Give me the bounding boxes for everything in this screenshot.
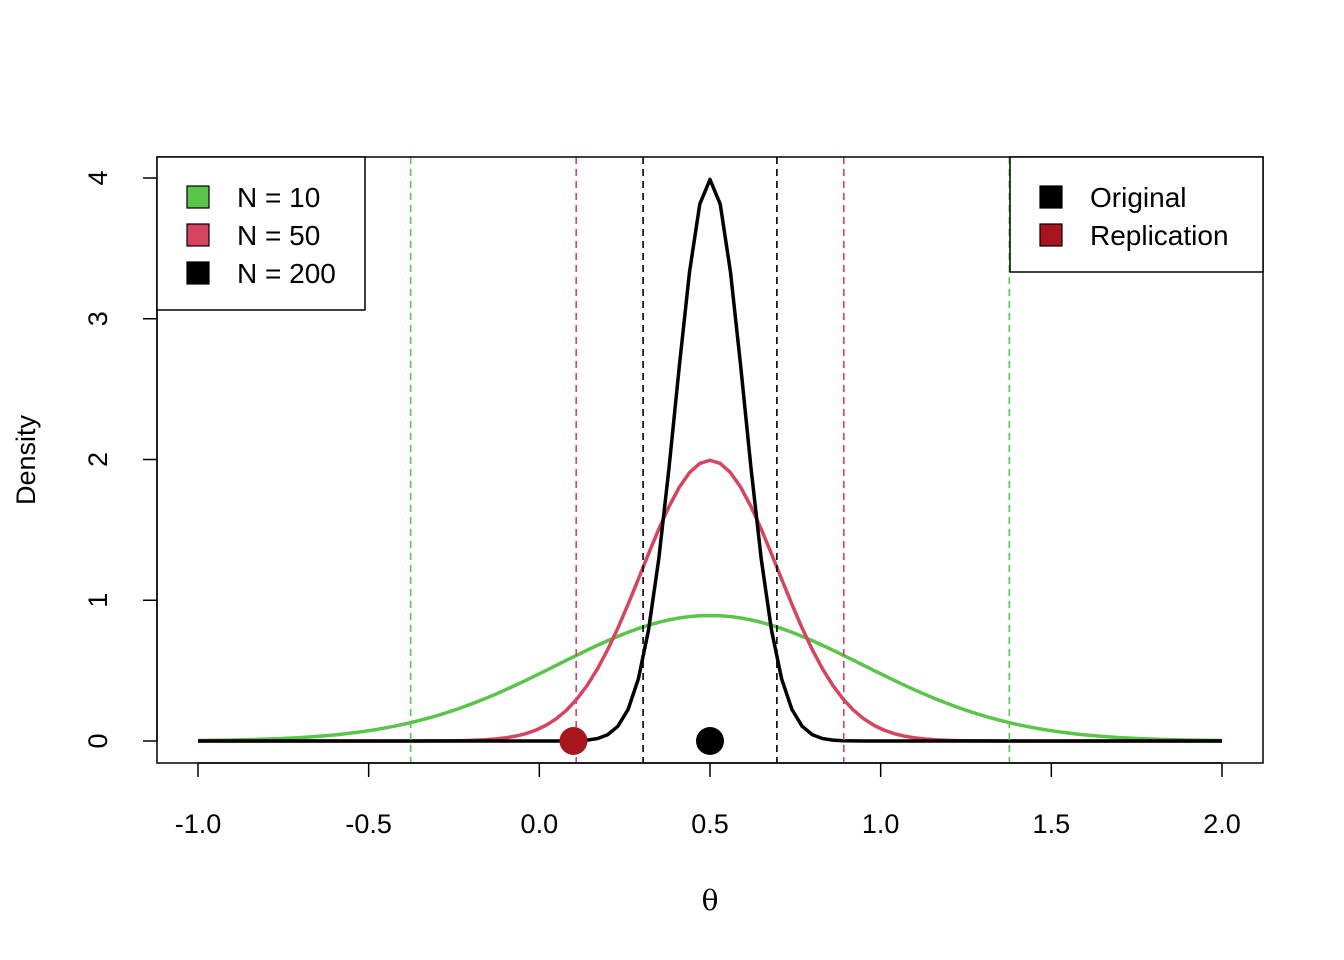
y-axis-label: Density (11, 414, 41, 505)
density-curve-1 (197, 613, 1223, 743)
curves-layer (197, 177, 1223, 743)
x-axis: -1.0 -0.5 0.0 0.5 1.0 1.5 2.0 (175, 762, 1241, 839)
legend-swatch (186, 223, 210, 247)
legend-swatch (1039, 185, 1063, 209)
x-tick-label: -0.5 (345, 809, 392, 839)
density-curve-2 (198, 458, 1222, 743)
legend-sample-size: N = 10 N = 50 N = 200 (156, 156, 366, 311)
y-tick-label: 0 (83, 733, 113, 748)
legend-label: Original (1090, 182, 1186, 213)
x-tick-label: 1.5 (1033, 809, 1071, 839)
y-tick-label: 2 (83, 452, 113, 467)
legend-label: N = 200 (237, 258, 336, 289)
x-axis-label: θ (702, 884, 719, 917)
y-tick-label: 3 (83, 311, 113, 326)
point-original (696, 727, 724, 755)
y-tick-label: 4 (83, 170, 113, 185)
legend-label: N = 50 (237, 220, 320, 251)
legend-box (1009, 156, 1264, 273)
x-tick-label: 2.0 (1203, 809, 1241, 839)
legend-swatch (186, 185, 210, 209)
legend-swatch (1039, 223, 1063, 247)
legend-label: Replication (1090, 220, 1229, 251)
legend-swatch (186, 261, 210, 285)
x-tick-label: 0.0 (521, 809, 559, 839)
y-axis: 0 1 2 3 4 (83, 170, 158, 749)
points-layer (559, 727, 724, 755)
legend-study-type: Original Replication (1009, 156, 1264, 273)
y-tick-label: 1 (83, 593, 113, 608)
x-tick-label: 1.0 (862, 809, 900, 839)
x-tick-label: -1.0 (175, 809, 222, 839)
point-replication (559, 727, 588, 755)
legend-label: N = 10 (237, 182, 320, 213)
density-curve-3 (198, 177, 1222, 743)
x-tick-label: 0.5 (691, 809, 729, 839)
